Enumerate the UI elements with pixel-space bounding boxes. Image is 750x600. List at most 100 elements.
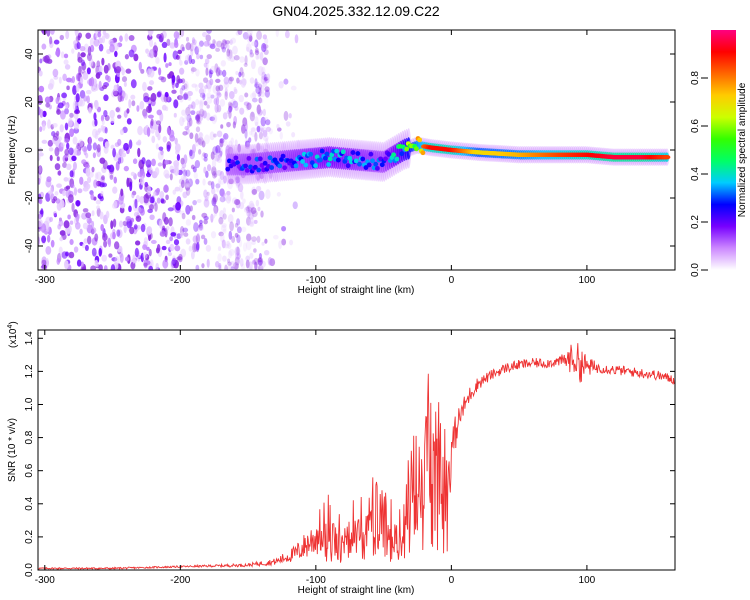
noise-speck xyxy=(242,117,248,127)
noise-speck xyxy=(273,234,279,240)
noise-speck xyxy=(98,43,104,52)
noise-speck xyxy=(165,63,169,68)
x-tick-label: -200 xyxy=(170,275,190,286)
noise-speck xyxy=(183,92,188,100)
noise-speck xyxy=(190,250,195,260)
noise-speck xyxy=(232,121,236,129)
noise-speck xyxy=(227,101,233,108)
noise-speck xyxy=(71,202,75,213)
noise-speck xyxy=(79,76,84,84)
track-core xyxy=(243,163,249,169)
noise-speck xyxy=(96,171,102,181)
noise-speck xyxy=(256,185,262,192)
x-tick-label: 0 xyxy=(449,275,455,286)
y-tick-label: 0.0 xyxy=(24,563,35,577)
noise-speck xyxy=(205,112,211,121)
noise-speck xyxy=(224,87,228,97)
noise-speck xyxy=(265,189,271,200)
y-tick-label: 20 xyxy=(24,96,35,108)
noise-speck xyxy=(253,219,258,224)
track-core xyxy=(360,156,366,162)
noise-speck xyxy=(218,264,222,270)
noise-speck xyxy=(90,265,97,270)
noise-speck xyxy=(125,216,132,222)
noise-speck xyxy=(210,213,214,223)
noise-speck xyxy=(261,126,267,133)
noise-speck xyxy=(164,173,170,179)
noise-speck xyxy=(238,94,244,103)
noise-speck xyxy=(90,76,95,87)
noise-speck xyxy=(179,210,185,215)
noise-speck xyxy=(253,260,258,269)
noise-speck xyxy=(166,38,171,47)
noise-speck xyxy=(185,178,189,185)
noise-speck xyxy=(100,190,104,197)
noise-speck xyxy=(222,255,227,262)
noise-speck xyxy=(197,136,204,146)
noise-speck xyxy=(185,219,192,226)
noise-speck xyxy=(217,178,221,186)
noise-speck xyxy=(204,195,209,202)
noise-speck xyxy=(215,67,221,77)
noise-speck xyxy=(234,246,241,257)
noise-speck xyxy=(243,101,250,106)
noise-speck xyxy=(162,136,168,143)
noise-speck xyxy=(154,167,160,176)
noise-speck xyxy=(102,232,108,242)
noise-speck xyxy=(123,165,130,172)
noise-speck xyxy=(126,108,130,114)
track-core xyxy=(391,152,397,158)
noise-speck xyxy=(275,30,279,38)
noise-speck xyxy=(236,253,241,260)
noise-speck xyxy=(198,82,204,89)
noise-speck xyxy=(213,206,218,217)
track-core xyxy=(308,151,314,157)
noise-speck xyxy=(235,175,240,181)
noise-speck xyxy=(261,71,266,81)
noise-speck xyxy=(181,78,186,84)
track-core xyxy=(363,165,369,170)
noise-speck xyxy=(52,123,58,128)
noise-speck xyxy=(220,42,225,50)
noise-speck xyxy=(65,30,70,40)
track-core xyxy=(345,163,351,169)
noise-speck xyxy=(281,142,286,152)
noise-speck xyxy=(256,175,260,182)
noise-speck xyxy=(38,165,43,175)
noise-speck xyxy=(243,207,248,213)
noise-speck xyxy=(203,100,208,106)
noise-speck xyxy=(126,177,130,188)
noise-speck xyxy=(136,224,141,230)
noise-speck xyxy=(72,85,77,96)
noise-speck xyxy=(217,154,222,159)
noise-speck xyxy=(119,35,123,42)
noise-speck xyxy=(241,71,245,78)
noise-speck xyxy=(249,203,255,210)
track-core xyxy=(404,146,410,152)
noise-speck xyxy=(185,204,191,215)
noise-speck xyxy=(116,229,121,237)
noise-speck xyxy=(196,226,201,232)
noise-speck xyxy=(148,248,152,257)
noise-speck xyxy=(121,76,128,83)
noise-speck xyxy=(246,46,250,52)
noise-speck xyxy=(283,110,289,121)
noise-speck xyxy=(231,235,236,244)
noise-speck xyxy=(222,192,229,202)
noise-speck xyxy=(222,207,227,214)
noise-speck xyxy=(190,66,195,74)
noise-speck xyxy=(63,53,69,59)
noise-speck xyxy=(221,139,228,147)
snr-multiplier-base: (x10 xyxy=(8,328,19,348)
noise-speck xyxy=(216,92,222,98)
noise-speck xyxy=(142,244,148,250)
noise-speck xyxy=(246,102,252,110)
noise-speck xyxy=(99,65,103,74)
noise-speck xyxy=(59,34,65,41)
noise-speck xyxy=(103,240,108,248)
noise-speck xyxy=(38,85,45,93)
noise-speck xyxy=(196,119,203,126)
noise-speck xyxy=(254,261,258,270)
noise-speck xyxy=(169,243,175,252)
noise-speck xyxy=(179,87,183,95)
